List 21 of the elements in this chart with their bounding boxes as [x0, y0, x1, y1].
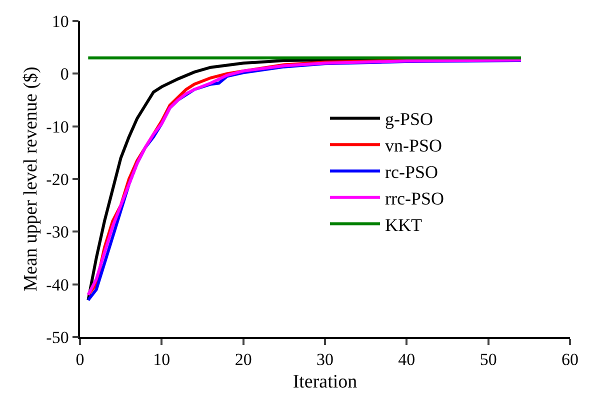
- legend-label: g-PSO: [385, 109, 434, 130]
- x-tick-label: 10: [153, 350, 170, 370]
- x-tick-label: 0: [76, 350, 84, 370]
- y-tick-label: 10: [52, 12, 69, 31]
- x-tick-label: 30: [316, 350, 334, 370]
- legend-label: vn-PSO: [385, 136, 442, 156]
- y-tick-label: 0: [60, 64, 69, 84]
- legend-label: KKT: [385, 214, 422, 235]
- legend-label: rrc-PSO: [385, 188, 444, 208]
- x-tick-label: 60: [562, 350, 578, 370]
- y-tick-label: -10: [46, 117, 69, 136]
- x-axis-title: Iteration: [292, 371, 358, 392]
- x-tick-label: 50: [480, 350, 497, 370]
- legend-label: rc-PSO: [385, 162, 438, 182]
- y-tick-label: -50: [46, 328, 69, 347]
- y-tick-label: -20: [46, 170, 69, 189]
- y-tick-label: -30: [46, 222, 69, 242]
- x-tick-label: 20: [234, 350, 252, 370]
- y-axis-title: Mean upper level revenue ($): [20, 66, 42, 292]
- y-tick-label: -40: [46, 275, 69, 294]
- x-tick-label: 40: [398, 350, 416, 370]
